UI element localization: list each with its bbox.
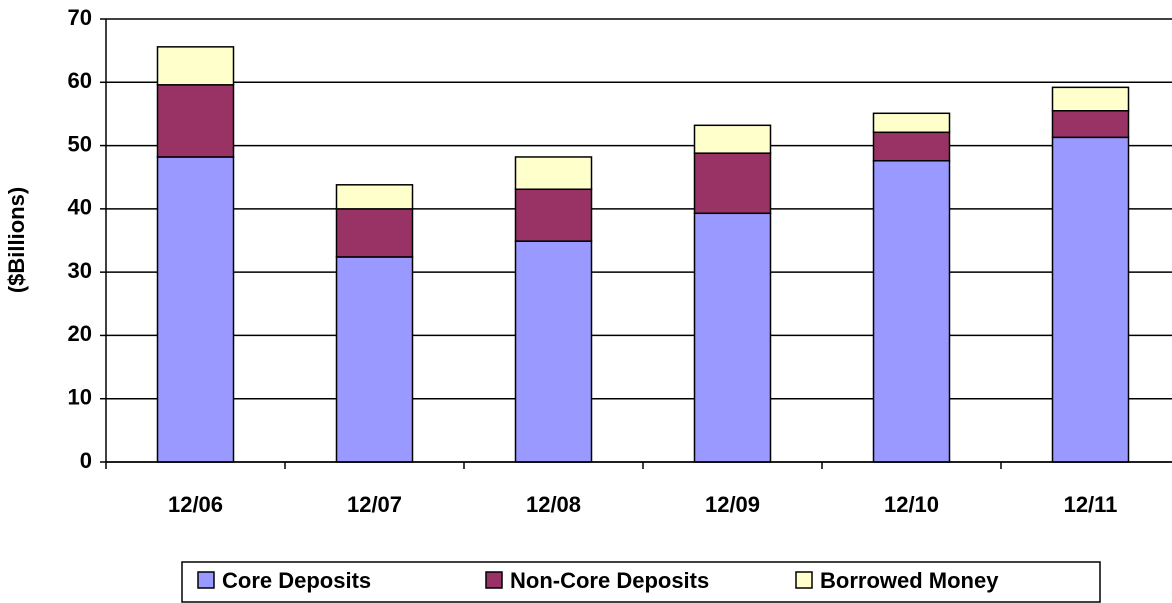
y-tick-label: 20 bbox=[68, 321, 92, 346]
bar-segment bbox=[1051, 110, 1130, 139]
bar-segment bbox=[514, 240, 593, 463]
y-tick-label: 10 bbox=[68, 385, 92, 410]
legend-swatch bbox=[795, 571, 813, 589]
bar-segment bbox=[335, 208, 414, 258]
legend-swatch bbox=[485, 571, 503, 589]
bar-segment bbox=[335, 184, 414, 210]
y-tick-label: 0 bbox=[80, 448, 92, 473]
legend-box bbox=[181, 561, 1101, 603]
legend-label: Core Deposits bbox=[222, 568, 371, 593]
bar-segment bbox=[335, 256, 414, 463]
legend-label: Non-Core Deposits bbox=[510, 568, 709, 593]
y-tick-label: 30 bbox=[68, 258, 92, 283]
y-axis-label: ($Billions) bbox=[4, 187, 29, 293]
x-tick-label: 12/11 bbox=[1064, 492, 1118, 517]
bar-segment bbox=[1051, 136, 1130, 463]
x-tick-label: 12/08 bbox=[526, 492, 581, 517]
y-tick-label: 50 bbox=[68, 131, 92, 156]
bar-segment bbox=[693, 152, 772, 215]
bar-segment bbox=[156, 46, 235, 86]
y-tick-label: 40 bbox=[68, 195, 92, 220]
x-tick-label: 12/10 bbox=[884, 492, 939, 517]
y-tick-label: 70 bbox=[68, 5, 92, 30]
x-tick-label: 12/07 bbox=[347, 492, 402, 517]
y-tick-label: 60 bbox=[68, 68, 92, 93]
bar-segment bbox=[872, 112, 951, 134]
bar-segment bbox=[872, 160, 951, 463]
x-tick-label: 12/06 bbox=[168, 492, 223, 517]
bar-segment bbox=[514, 156, 593, 190]
bar-segment bbox=[872, 131, 951, 162]
legend-label: Borrowed Money bbox=[820, 568, 999, 593]
bar-segment bbox=[514, 188, 593, 242]
legend-swatch bbox=[197, 571, 215, 589]
bar-segment bbox=[693, 124, 772, 154]
bar-segment bbox=[1051, 86, 1130, 112]
bar-segment bbox=[156, 84, 235, 158]
x-tick-label: 12/09 bbox=[705, 492, 760, 517]
bar-segment bbox=[693, 212, 772, 463]
bar-segment bbox=[156, 156, 235, 463]
